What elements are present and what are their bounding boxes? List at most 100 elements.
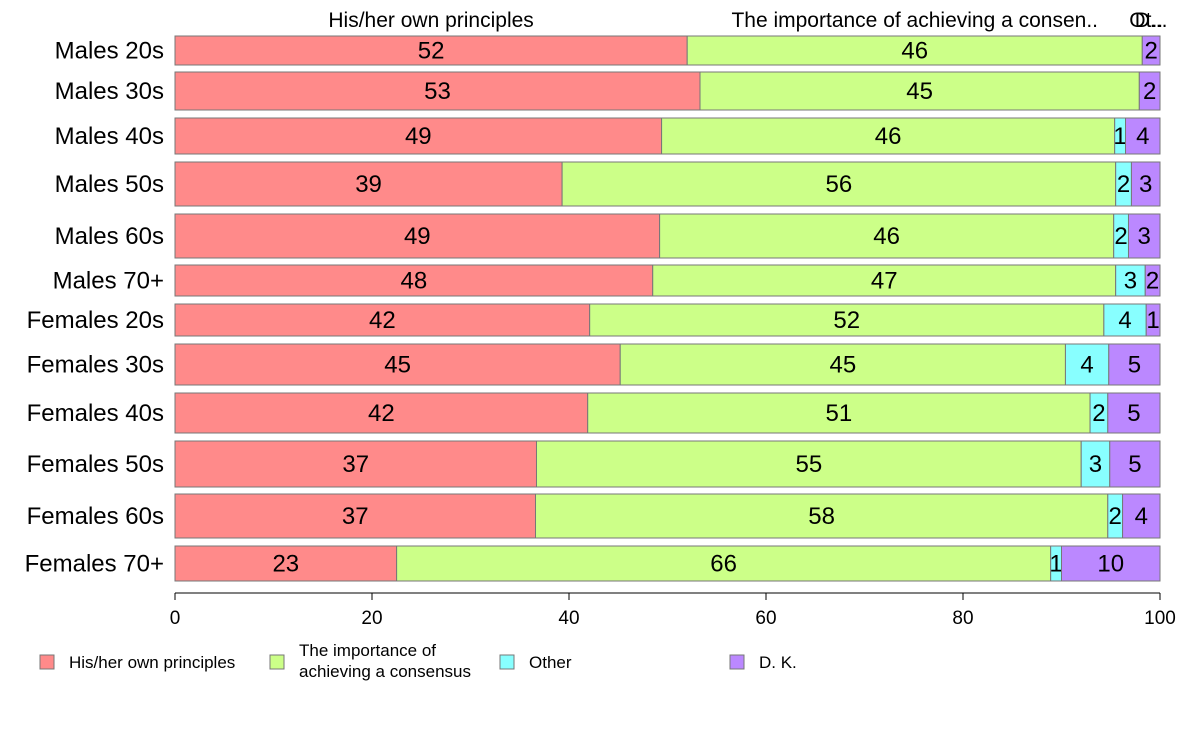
data-label: 37 <box>342 503 369 530</box>
bar-segment <box>561 161 1117 207</box>
data-label: 2 <box>1146 268 1159 295</box>
data-label: 52 <box>833 307 860 334</box>
category-label: Males 40s <box>55 123 164 150</box>
data-label: 58 <box>808 503 835 530</box>
legend: His/her own principles The importance of a… <box>39 641 797 681</box>
data-label: 45 <box>384 352 411 379</box>
bar-segment <box>1080 440 1111 488</box>
legend-swatch <box>269 654 285 670</box>
data-label: 5 <box>1127 400 1140 427</box>
category-label: Females 50s <box>27 451 164 478</box>
category-label: Males 30s <box>55 78 164 105</box>
legend-swatch <box>39 654 55 670</box>
data-label: 3 <box>1139 171 1152 198</box>
data-label: 3 <box>1089 451 1102 478</box>
data-label: 49 <box>405 123 432 150</box>
category-label: Males 60s <box>55 223 164 250</box>
legend-swatch <box>729 654 745 670</box>
bar-segment <box>1122 493 1161 539</box>
x-tick-label: 0 <box>170 608 181 629</box>
x-axis: 0 20 40 60 80 100 <box>170 592 1176 629</box>
bar-segment <box>535 493 1109 539</box>
top-series-label: The importance of achieving a consen.. <box>731 9 1098 32</box>
data-label: 2 <box>1114 223 1127 250</box>
x-tick-label: 40 <box>558 608 579 629</box>
data-label: 45 <box>906 78 933 105</box>
data-label: 3 <box>1138 223 1151 250</box>
legend-label: His/her own principles <box>69 653 235 672</box>
data-label: 4 <box>1080 352 1093 379</box>
data-label: 4 <box>1135 503 1148 530</box>
data-label: 46 <box>875 123 902 150</box>
data-label: 52 <box>418 38 445 65</box>
data-label: 49 <box>404 223 431 250</box>
bar-segment <box>174 117 663 155</box>
bar-segment <box>174 213 661 259</box>
data-label: 2 <box>1092 400 1105 427</box>
bar-segment <box>174 545 398 582</box>
x-tick-label: 80 <box>952 608 973 629</box>
data-label: 2 <box>1117 171 1130 198</box>
bar-segment <box>1125 117 1161 155</box>
bar-segment <box>174 343 621 386</box>
bar-segment <box>1103 303 1147 337</box>
category-label: Males 20s <box>55 38 164 65</box>
data-label: 5 <box>1128 451 1141 478</box>
bar-segment <box>535 440 1082 488</box>
category-labels: Males 20s Males 30s Males 40s Males 50s Male… <box>25 38 164 578</box>
data-label: 4 <box>1118 307 1131 334</box>
bar-segment <box>396 545 1052 582</box>
bar-segment <box>686 35 1143 66</box>
bar-segment <box>661 117 1116 155</box>
bar-segment <box>174 264 654 297</box>
bar-segment <box>174 493 537 539</box>
data-label: 23 <box>272 551 299 578</box>
x-tick-label: 100 <box>1144 608 1176 629</box>
top-series-labels: His/her own principles The importance of … <box>328 9 1167 32</box>
bar-segment <box>659 213 1115 259</box>
data-label: 1 <box>1146 307 1159 334</box>
bar-segment <box>652 264 1117 297</box>
data-label: 1 <box>1113 123 1126 150</box>
data-label: 10 <box>1097 551 1124 578</box>
data-label: 46 <box>873 223 900 250</box>
data-label: 66 <box>710 551 737 578</box>
category-label: Females 40s <box>27 400 164 427</box>
category-label: Males 70+ <box>53 268 164 295</box>
legend-label: The importance of achieving a consensus <box>299 641 471 681</box>
data-label: 1 <box>1049 551 1062 578</box>
top-series-label: His/her own principles <box>328 9 533 32</box>
bar-segment <box>587 392 1091 434</box>
bar-segment <box>699 71 1140 111</box>
bar-segment <box>1108 343 1161 386</box>
data-label: 45 <box>829 352 856 379</box>
data-label: 56 <box>826 171 853 198</box>
bar-segment <box>1109 440 1161 488</box>
data-label: 42 <box>368 400 395 427</box>
category-label: Females 70+ <box>25 551 164 578</box>
data-label: 2 <box>1144 38 1157 65</box>
bar-segment <box>1064 343 1110 386</box>
data-label: 51 <box>826 400 853 427</box>
legend-swatch <box>499 654 515 670</box>
data-label: 47 <box>871 268 898 295</box>
data-label: 37 <box>342 451 369 478</box>
bar-segment <box>174 392 589 434</box>
bar-segment <box>174 161 563 207</box>
data-label: 3 <box>1124 268 1137 295</box>
bar-segment <box>1138 71 1161 111</box>
category-label: Females 30s <box>27 352 164 379</box>
data-label: 42 <box>369 307 396 334</box>
bar-segment <box>1127 213 1161 259</box>
data-label: 4 <box>1136 123 1149 150</box>
data-label: 39 <box>355 171 382 198</box>
bar-segment <box>1130 161 1161 207</box>
bar-segment <box>619 343 1066 386</box>
top-series-label: Ot.. <box>1129 9 1163 32</box>
bar-segment <box>1144 264 1161 297</box>
x-tick-label: 60 <box>755 608 776 629</box>
legend-label: Other <box>529 653 572 672</box>
data-label: 2 <box>1109 503 1122 530</box>
data-label: 53 <box>424 78 451 105</box>
